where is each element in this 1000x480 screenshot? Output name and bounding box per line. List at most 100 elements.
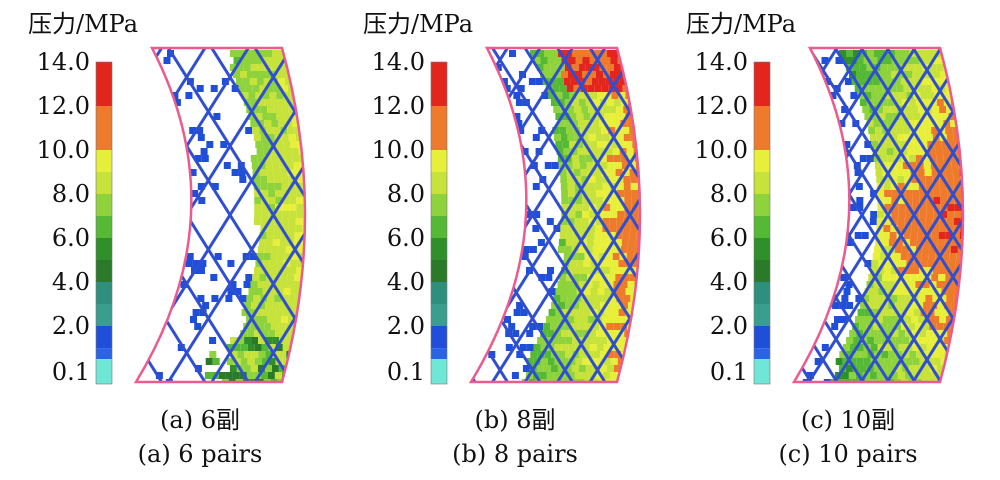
pressure-cell (610, 71, 617, 78)
pressure-cell (902, 162, 910, 169)
pressure-cell (841, 372, 849, 379)
pressure-cell (551, 302, 559, 309)
pressure-cell (919, 358, 927, 365)
pressure-cell (547, 330, 555, 337)
pressure-cell (933, 358, 941, 365)
pressure-cell (856, 358, 864, 365)
pressure-cell (849, 204, 857, 211)
pressure-cell (887, 64, 895, 71)
pressure-cell (274, 316, 281, 323)
pressure-cell (874, 337, 882, 344)
pressure-cell (212, 358, 220, 365)
pressure-cell (895, 50, 902, 57)
pressure-cell (926, 190, 934, 197)
pressure-cell (283, 309, 291, 316)
pressure-cell (876, 372, 884, 379)
pressure-cell (575, 204, 583, 211)
pressure-cell (587, 85, 595, 92)
pressure-cell (268, 358, 276, 365)
pressure-cell (211, 295, 219, 302)
pressure-cell (268, 267, 275, 274)
pressure-cell (834, 316, 841, 323)
colorbar-band (754, 326, 770, 349)
pressure-cell (609, 295, 617, 302)
pressure-cell (590, 92, 598, 99)
pressure-cell (560, 218, 568, 225)
pressure-cell (581, 134, 589, 141)
pressure-cell (955, 260, 963, 267)
pressure-cell (197, 134, 205, 141)
pressure-cell (276, 309, 284, 316)
pressure-cell (549, 379, 557, 382)
colorbar-tick-label: 0.1 (52, 358, 90, 386)
pressure-cell (586, 50, 593, 57)
pressure-cell (893, 148, 901, 155)
pressure-cell (550, 99, 558, 106)
pressure-cell (548, 309, 556, 316)
pressure-cell (209, 351, 217, 358)
groove-line (335, 40, 415, 390)
pressure-cell (891, 211, 899, 218)
pressure-cell (265, 337, 273, 344)
pressure-cell (622, 274, 630, 281)
pressure-cell (573, 169, 581, 176)
pressure-cell (248, 92, 256, 99)
pressure-cell (276, 260, 284, 267)
pressure-cell (610, 197, 618, 204)
pressure-cell (548, 92, 556, 99)
pressure-cell (898, 211, 906, 218)
pressure-cell (907, 78, 915, 85)
pressure-cell (907, 253, 915, 260)
pressure-cell (556, 78, 564, 85)
pressure-cell (260, 316, 267, 323)
pressure-cell (265, 50, 272, 57)
pressure-cell (906, 141, 914, 148)
pressure-cell (901, 120, 909, 127)
groove-line (880, 48, 963, 382)
pressure-cell (611, 309, 619, 316)
pressure-cell (569, 141, 577, 148)
pressure-cell (269, 113, 277, 120)
pressure-cell (585, 281, 593, 288)
pressure-cell (249, 379, 257, 382)
pressure-cell (574, 372, 582, 379)
pressure-cell (564, 120, 572, 127)
pressure-cell (618, 141, 626, 148)
pressure-cell (900, 148, 908, 155)
pressure-cell (258, 302, 266, 309)
pressure-cell (269, 288, 277, 295)
pressure-cell (832, 302, 840, 309)
pressure-cell (871, 113, 879, 120)
pressure-cell (846, 337, 854, 344)
pressure-cell (604, 113, 612, 120)
pressure-cell (555, 309, 563, 316)
pressure-cell (914, 148, 922, 155)
pressure-cell (198, 267, 205, 274)
pressure-cell (903, 274, 911, 281)
colorbar-tick-label: 14.0 (372, 48, 425, 76)
groove-line (794, 48, 818, 382)
pressure-cell (893, 78, 901, 85)
pressure-cell (533, 57, 541, 64)
pressure-cell (554, 344, 562, 351)
pressure-cell (281, 106, 289, 113)
pressure-cell (292, 120, 300, 127)
pressure-cell (283, 141, 291, 148)
colorbar-tick-label: 8.0 (710, 180, 748, 208)
pressure-cell (916, 351, 924, 358)
pressure-cell (877, 197, 885, 204)
pressure-cell (562, 141, 570, 148)
pressure-cell (273, 169, 281, 176)
pressure-cell (254, 211, 262, 218)
pressure-cell (883, 106, 891, 113)
pressure-cell (189, 127, 197, 134)
pressure-cell (265, 351, 273, 358)
pressure-cell (622, 232, 630, 239)
pressure-cell (218, 372, 226, 379)
pressure-cell (883, 372, 891, 379)
groove-line (0, 40, 123, 390)
pressure-cell (936, 99, 944, 106)
pressure-cell (929, 64, 937, 71)
pressure-cell (947, 204, 955, 211)
pressure-cell (561, 190, 569, 197)
